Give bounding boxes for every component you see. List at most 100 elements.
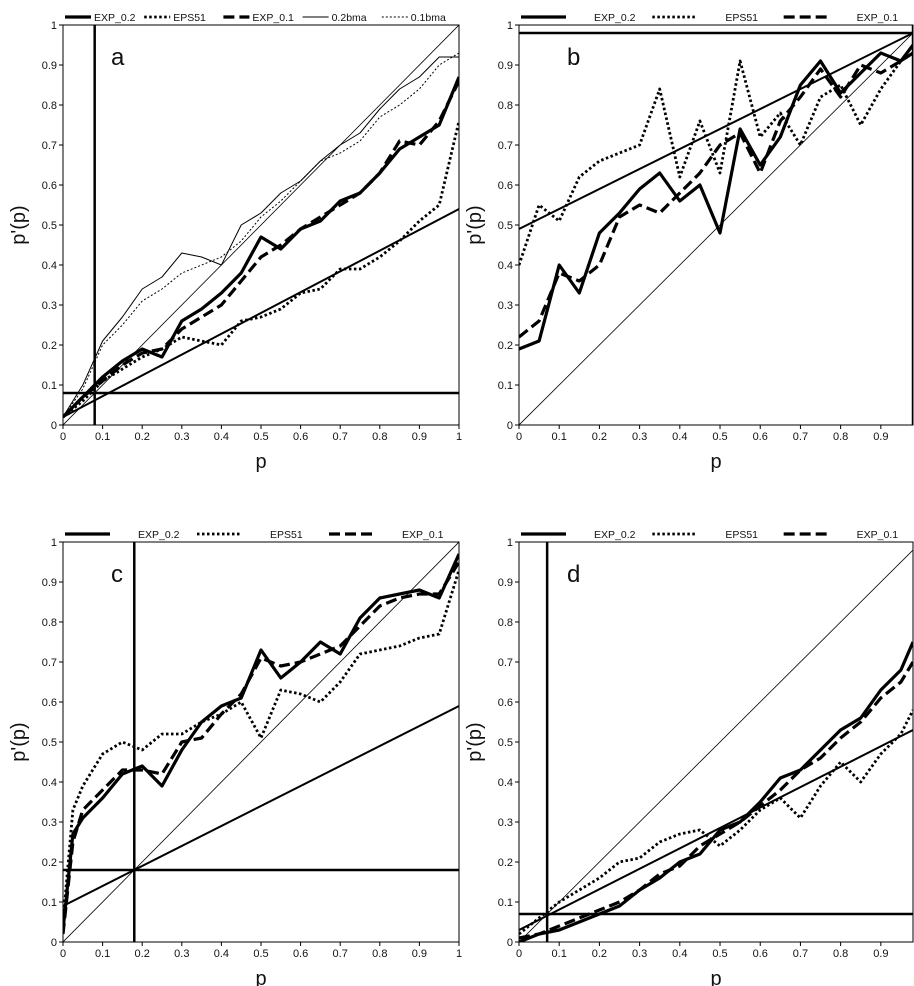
y-tick-label: 1	[51, 20, 57, 32]
x-tick-label: 0.8	[372, 431, 387, 443]
panel-letter: d	[567, 561, 580, 588]
y-axis-label: p'(p)	[464, 722, 486, 761]
legend-label: EXP_0.1	[857, 12, 899, 24]
legend-label: EPS51	[173, 12, 206, 24]
legend-label: EPS51	[725, 12, 758, 24]
panel-d: 0 0.1 0.2 0.3 0.4 0.5 0.6 0.7 0.8 0.9 1 0 0.1 0.2 0.3 0…	[464, 529, 914, 986]
y-tick-label: 0.4	[42, 260, 57, 272]
panel-letter: c	[111, 561, 123, 588]
legend-label: EXP_0.1	[857, 529, 899, 541]
y-tick-label: 0.8	[42, 617, 57, 629]
series-line-eps51	[519, 51, 913, 266]
x-tick-label: 0.7	[793, 431, 808, 443]
x-tick-label: 0.4	[214, 431, 229, 443]
x-tick-label: 0.7	[793, 948, 808, 960]
x-tick-label: 1	[456, 431, 462, 443]
y-tick-label: 0.1	[42, 380, 57, 392]
identity-diagonal-line	[519, 549, 913, 942]
x-tick-label: 0.5	[712, 431, 727, 443]
identity-diagonal-line	[63, 542, 459, 942]
y-tick-label: 0.3	[42, 817, 57, 829]
y-tick-label: 0.2	[42, 857, 57, 869]
y-tick-label: 0.3	[498, 300, 513, 312]
y-tick-label: 1	[507, 20, 513, 32]
y-tick-label: 0.6	[498, 180, 513, 192]
x-tick-label: 0.5	[712, 948, 727, 960]
panel-letter: a	[111, 44, 125, 71]
x-tick-label: 0.6	[293, 431, 308, 443]
y-axis-label: p'(p)	[8, 205, 30, 244]
y-tick-label: 0.4	[498, 260, 513, 272]
series-line-0-2bma	[63, 56, 459, 418]
x-axis-label: p	[255, 451, 266, 473]
x-tick-label: 0	[60, 431, 66, 443]
x-tick-label: 0	[516, 431, 522, 443]
legend: EXP_0.2 EPS51 EXP_0.1	[521, 529, 898, 541]
x-tick-label: 0	[516, 948, 522, 960]
identity-diagonal-line	[63, 25, 459, 425]
legend-label: EXP_0.2	[594, 12, 636, 24]
panel-b: 0 0.1 0.2 0.3 0.4 0.5 0.6 0.7 0.8 0.9 1 0 0.1 0.2 0.3 0…	[464, 12, 914, 473]
y-tick-label: 0.9	[498, 60, 513, 72]
y-tick-label: 0.2	[42, 340, 57, 352]
y-axis-label: p'(p)	[8, 722, 30, 761]
series-line-exp-0-1	[519, 661, 913, 940]
y-tick-label: 0	[507, 420, 513, 432]
plot-area	[519, 25, 913, 425]
plot-area	[519, 542, 913, 942]
x-tick-label: 0.3	[632, 948, 647, 960]
series-line-exp-0-1	[63, 561, 459, 935]
y-tick-label: 0.4	[498, 777, 513, 789]
plot-area	[63, 25, 459, 425]
series-line-exp-0-2	[519, 641, 913, 942]
legend-label: EXP_0.2	[594, 529, 636, 541]
fit-line	[63, 208, 459, 418]
series-line-eps51	[63, 120, 459, 419]
y-tick-label: 0.6	[42, 697, 57, 709]
y-axis-label: p'(p)	[464, 205, 486, 244]
legend: EXP_0.2 EPS51 EXP_0.1	[65, 529, 444, 541]
y-tick-label: 0.8	[42, 100, 57, 112]
x-tick-label: 1	[456, 948, 462, 960]
x-tick-label: 0	[60, 948, 66, 960]
y-tick-label: 0.2	[498, 340, 513, 352]
x-tick-label: 0.9	[873, 948, 888, 960]
y-tick-label: 0.5	[498, 737, 513, 749]
legend-label: EXP_0.2	[138, 529, 180, 541]
x-tick-label: 0.2	[135, 431, 150, 443]
y-tick-label: 0.7	[498, 657, 513, 669]
series-line-exp-0-1	[519, 51, 913, 339]
panel-a: 0 0.1 0.2 0.3 0.4 0.5 0.6 0.7 0.8 0.9 1 0 0.1 0.2 0.3 0…	[8, 12, 462, 473]
y-tick-label: 0.8	[498, 100, 513, 112]
y-tick-label: 0.3	[42, 300, 57, 312]
panel-letter: b	[567, 44, 580, 71]
x-tick-label: 0.9	[873, 431, 888, 443]
fit-line	[63, 705, 459, 907]
y-tick-label: 0.1	[42, 897, 57, 909]
x-axis-label: p	[255, 968, 266, 986]
x-tick-label: 0.2	[135, 948, 150, 960]
x-axis-label: p	[710, 451, 721, 473]
y-tick-label: 0.9	[42, 60, 57, 72]
x-tick-label: 0.3	[632, 431, 647, 443]
y-tick-label: 0.9	[42, 577, 57, 589]
x-tick-label: 0.9	[412, 431, 427, 443]
x-tick-label: 0.5	[253, 948, 268, 960]
legend-label: EXP_0.1	[252, 12, 294, 24]
y-tick-label: 0.6	[42, 180, 57, 192]
x-tick-label: 0.4	[672, 431, 687, 443]
x-tick-label: 0.1	[95, 431, 110, 443]
y-tick-label: 1	[507, 537, 513, 549]
x-tick-label: 0.1	[552, 948, 567, 960]
plot-frame	[518, 541, 914, 943]
y-tick-label: 0.2	[498, 857, 513, 869]
legend: EXP_0.2 EPS51 EXP_0.1	[521, 12, 898, 24]
x-tick-label: 0.2	[592, 948, 607, 960]
x-tick-label: 0.7	[333, 948, 348, 960]
identity-diagonal-line	[519, 32, 913, 425]
legend: EXP_0.2 EPS51 EXP_0.1 0.2bma 0.1bma	[65, 12, 446, 24]
legend-label: EXP_0.1	[402, 529, 444, 541]
y-tick-label: 0.3	[498, 817, 513, 829]
series-line-0-1bma	[63, 52, 459, 418]
